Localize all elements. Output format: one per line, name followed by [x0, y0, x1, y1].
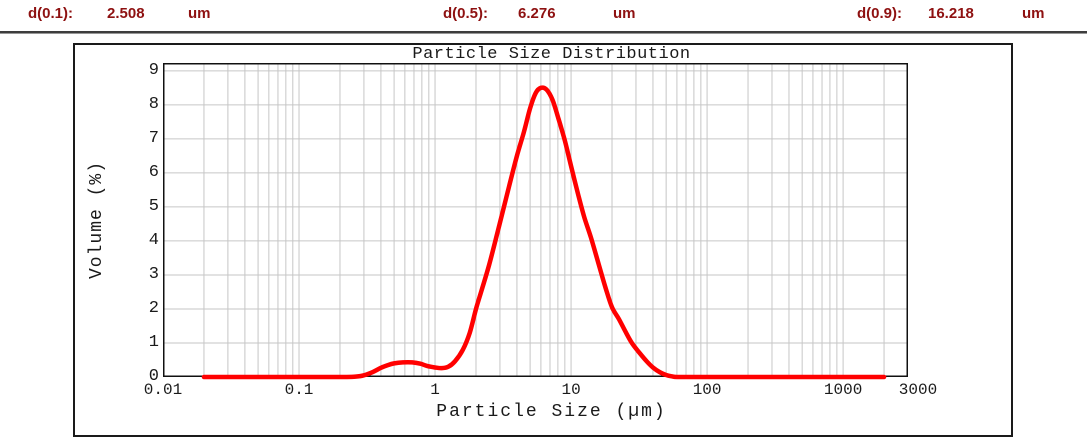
x-tick-label: 1: [430, 381, 440, 399]
x-axis-label: Particle Size (µm): [436, 402, 667, 422]
y-tick-label: 4: [148, 230, 159, 250]
y-tick-label: 5: [148, 196, 159, 216]
y-tick-label: 2: [148, 299, 159, 318]
y-tick-label: 1: [148, 333, 159, 352]
d10-label: d(0.1):: [28, 5, 73, 22]
plot-area: [163, 63, 908, 380]
y-tick-label: 6: [148, 162, 159, 182]
d50-label: d(0.5):: [443, 5, 488, 22]
d10-unit: um: [188, 5, 211, 22]
x-tick-label: 0.1: [284, 381, 314, 399]
chart-frame: Particle Size Distribution Volume (%) Pa…: [73, 43, 1013, 437]
d50-value: 6.276: [518, 5, 556, 22]
x-tick-label: 10: [561, 381, 581, 399]
distribution-curve: [201, 85, 887, 380]
plot-border: [163, 63, 908, 377]
x-tick-label: 1000: [823, 381, 863, 399]
x-tick-label: 100: [692, 381, 722, 399]
d50-unit: um: [613, 5, 636, 22]
y-tick-label: 9: [148, 60, 159, 80]
y-axis-label: Volume (%): [87, 160, 107, 280]
x-tick-label: 0.01: [143, 381, 183, 399]
chart-title: Particle Size Distribution: [412, 45, 691, 64]
y-tick-label: 8: [148, 94, 159, 114]
grid-lines: [163, 63, 908, 377]
d90-unit: um: [1022, 5, 1045, 22]
y-tick-label: 3: [148, 264, 159, 284]
d10-value: 2.508: [107, 5, 145, 22]
y-tick-labels: 0 1 2 3 4 5 6 7 8 9: [125, 60, 159, 386]
y-tick-label: 7: [148, 128, 159, 148]
d90-label: d(0.9):: [857, 5, 902, 22]
d90-value: 16.218: [928, 5, 974, 22]
header-divider: [0, 31, 1087, 34]
x-tick-labels: 0.01 0.1 1 10 100 1000 3000: [144, 381, 937, 403]
x-tick-label: 3000: [898, 381, 938, 399]
y-tick-label: 0: [148, 367, 159, 386]
